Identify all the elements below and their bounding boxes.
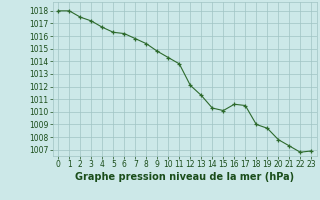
- X-axis label: Graphe pression niveau de la mer (hPa): Graphe pression niveau de la mer (hPa): [75, 172, 294, 182]
